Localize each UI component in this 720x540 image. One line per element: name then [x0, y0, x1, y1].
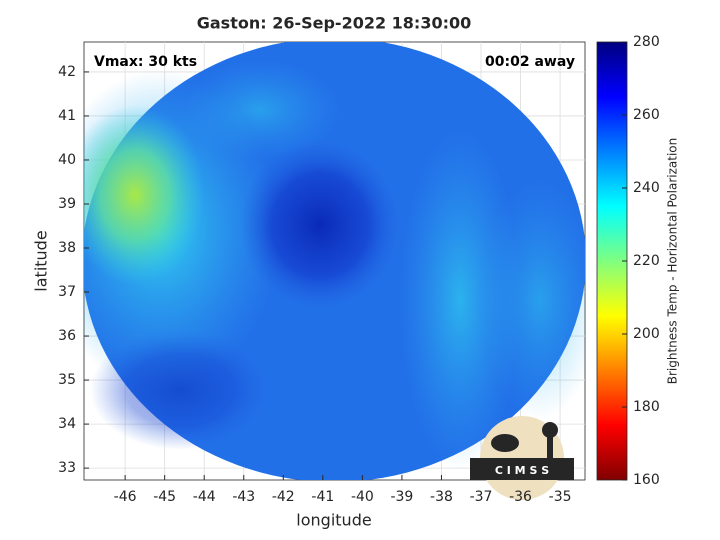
colorbar-tick-label: 200	[633, 326, 660, 342]
y-tick-label: 38	[58, 240, 76, 256]
y-tick-label: 41	[58, 108, 76, 124]
logo-text: C I M S S	[495, 464, 549, 477]
colorbar-tick-label: 180	[633, 399, 660, 415]
colorbar-tick-label: 220	[633, 253, 660, 269]
annotation: 00:02 away	[485, 54, 575, 70]
x-tick-label: -44	[193, 489, 216, 505]
x-tick-label: -37	[470, 489, 493, 505]
y-tick-label: 40	[58, 152, 76, 168]
x-tick-label: -41	[311, 489, 334, 505]
x-tick-label: -43	[232, 489, 255, 505]
colorbar-tick-label: 240	[633, 180, 660, 196]
logo: C I M S S	[470, 416, 574, 500]
x-tick-label: -38	[430, 489, 453, 505]
y-tick-label: 33	[58, 460, 76, 476]
x-tick-label: -46	[114, 489, 137, 505]
x-tick-label: -39	[390, 489, 413, 505]
colorbar-tick-label: 160	[633, 472, 660, 488]
x-tick-label: -40	[351, 489, 374, 505]
y-axis-label: latitude	[32, 230, 51, 291]
y-tick-label: 35	[58, 372, 76, 388]
y-tick-label: 37	[58, 284, 76, 300]
y-tick-label: 39	[58, 196, 76, 212]
x-tick-label: -35	[549, 489, 572, 505]
y-tick-label: 42	[58, 64, 76, 80]
colorbar-tick-label: 280	[633, 34, 660, 50]
chart-title: Gaston: 26-Sep-2022 18:30:00	[197, 14, 472, 33]
x-tick-label: -42	[272, 489, 295, 505]
colorbar-tick-label: 260	[633, 107, 660, 123]
x-axis-label: longitude	[296, 511, 371, 530]
annotation: Vmax: 30 kts	[94, 54, 197, 70]
colorbar-label: Brightness Temp - Horizontal Polarizatio…	[666, 138, 680, 385]
y-tick-label: 36	[58, 328, 76, 344]
x-tick-label: -45	[153, 489, 176, 505]
brightness-image	[84, 42, 585, 480]
y-tick-label: 34	[58, 416, 76, 432]
x-tick-label: -36	[509, 489, 532, 505]
